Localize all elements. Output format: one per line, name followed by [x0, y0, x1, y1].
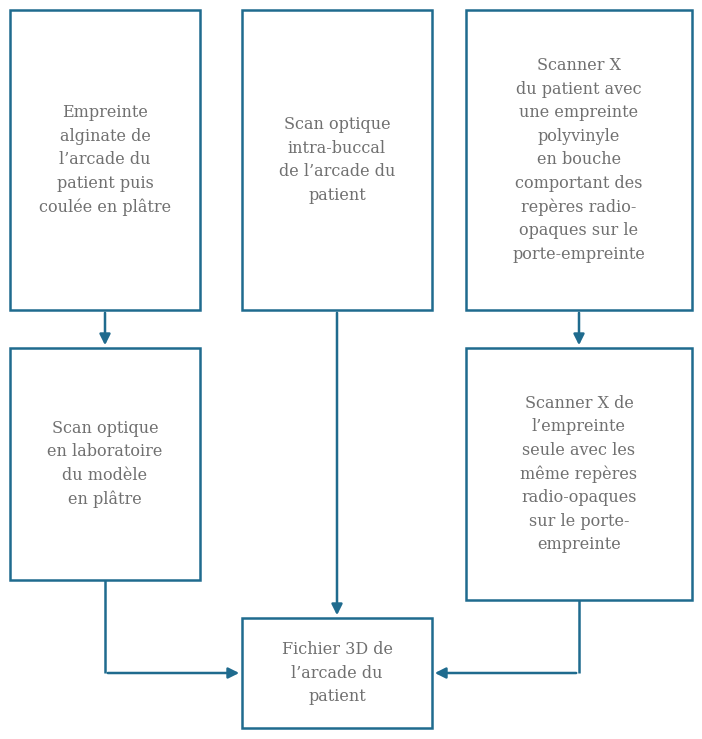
Bar	[242, 10, 432, 310]
Bar	[242, 618, 432, 728]
Text: Empreinte
alginate de
l’arcade du
patient puis
coulée en plâtre: Empreinte alginate de l’arcade du patien…	[39, 104, 171, 216]
Text: Scan optique
en laboratoire
du modèle
en plâtre: Scan optique en laboratoire du modèle en…	[47, 420, 163, 508]
Text: Scanner X de
l’empreinte
seule avec les
même repères
radio-opaques
sur le porte-: Scanner X de l’empreinte seule avec les …	[520, 395, 637, 554]
Bar	[466, 348, 692, 600]
Bar	[10, 348, 200, 580]
Bar	[466, 10, 692, 310]
Text: Scan optique
intra-buccal
de l’arcade du
patient: Scan optique intra-buccal de l’arcade du…	[279, 116, 395, 204]
Text: Fichier 3D de
l’arcade du
patient: Fichier 3D de l’arcade du patient	[282, 641, 392, 705]
Text: Scanner X
du patient avec
une empreinte
polyvinyle
en bouche
comportant des
repè: Scanner X du patient avec une empreinte …	[512, 57, 645, 263]
Bar	[10, 10, 200, 310]
